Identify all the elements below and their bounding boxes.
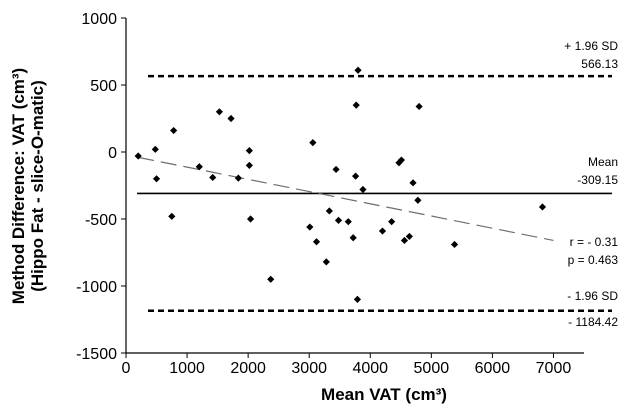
- x-axis-title: Mean VAT (cm³): [321, 385, 447, 404]
- data-point: [397, 156, 406, 164]
- upper-loa-value: 566.13: [581, 57, 618, 71]
- data-point: [395, 159, 403, 167]
- data-point: [245, 161, 253, 169]
- lower-loa-value: - 1184.42: [568, 315, 618, 329]
- data-point: [415, 102, 423, 111]
- x-tick-label: 4000: [352, 360, 388, 377]
- data-point: [349, 234, 357, 242]
- data-point: [215, 108, 224, 116]
- data-point: [234, 174, 242, 182]
- data-point: [152, 175, 161, 183]
- data-point: [354, 66, 362, 74]
- data-point: [450, 240, 459, 249]
- y-tick-label: 500: [90, 78, 117, 95]
- y-tick-label: -500: [85, 212, 117, 229]
- x-tick-label: 7000: [536, 360, 572, 377]
- y-tick-label: 1000: [81, 11, 117, 28]
- data-point: [312, 238, 321, 246]
- data-point: [378, 227, 387, 235]
- data-point: [325, 207, 333, 215]
- data-point: [245, 147, 253, 155]
- data-point: [168, 212, 176, 220]
- regression-line: [138, 156, 554, 242]
- x-tick-label: 2000: [230, 360, 266, 377]
- x-tick-label: 5000: [414, 360, 450, 377]
- data-point: [334, 216, 343, 224]
- tick-labels: 0 1000 2000 3000 4000 5000 6000 700010005000-50…: [76, 11, 571, 377]
- data-point: [388, 218, 396, 226]
- data-point: [322, 258, 330, 266]
- lower-loa-label: - 1.96 SD: [567, 289, 618, 303]
- data-point: [151, 145, 159, 153]
- data-points: [134, 66, 547, 303]
- regression-r-label: r = - 0.31: [570, 235, 619, 249]
- x-tick-label: 3000: [291, 360, 327, 377]
- data-point: [400, 236, 409, 245]
- mean-value: -309.15: [577, 173, 618, 187]
- y-axis-title-line1: Method Difference: VAT (cm³): [9, 68, 28, 304]
- data-point: [306, 223, 314, 231]
- axes: [121, 17, 584, 358]
- y-tick-label: -1000: [76, 279, 117, 296]
- data-point: [267, 275, 275, 283]
- data-point: [352, 101, 360, 109]
- data-point: [538, 203, 547, 211]
- x-tick-label: 1000: [169, 360, 205, 377]
- data-point: [353, 295, 362, 303]
- upper-loa-label: + 1.96 SD: [564, 39, 618, 53]
- reference-lines: [137, 74, 612, 312]
- data-point: [227, 114, 235, 123]
- data-point: [332, 165, 340, 174]
- data-point: [405, 232, 413, 241]
- data-point: [134, 152, 142, 160]
- x-tick-label: 0: [122, 360, 131, 377]
- data-point: [309, 139, 317, 147]
- y-tick-label: -1500: [76, 346, 117, 363]
- data-point: [209, 173, 217, 182]
- regression-p-label: p = 0.463: [568, 253, 619, 267]
- y-tick-label: 0: [108, 145, 117, 162]
- data-point: [195, 163, 203, 171]
- data-point: [352, 172, 360, 180]
- mean-label: Mean: [588, 155, 618, 169]
- data-point: [170, 126, 178, 135]
- data-point: [409, 179, 417, 187]
- data-point: [344, 218, 352, 226]
- data-point: [359, 185, 367, 194]
- y-axis-title-line2: (Hippo Fat - slice-O-matic): [28, 80, 47, 292]
- data-point: [246, 215, 255, 223]
- data-point: [414, 196, 422, 204]
- x-tick-label: 6000: [475, 360, 511, 377]
